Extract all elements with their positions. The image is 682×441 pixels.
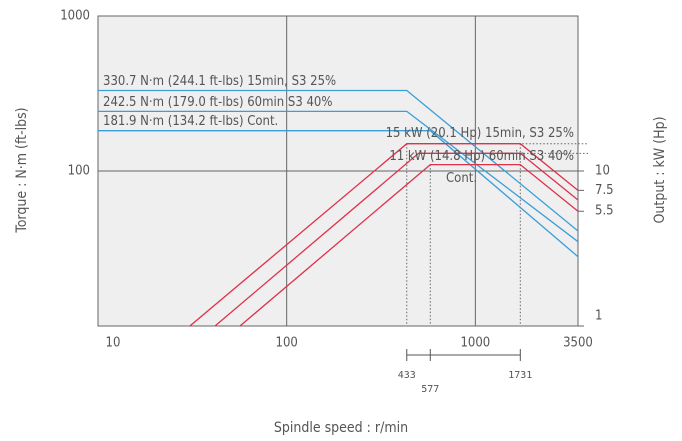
y2-tick-label: 7.5 [595,183,614,198]
y2-tick-label: 10 [595,164,610,179]
series-label: 181.9 N·m (134.2 ft-lbs) Cont. [103,114,278,129]
x-axis-label: Spindle speed : r/min [274,420,408,436]
series-line [98,89,579,232]
series-label: 15 kW (20.1 Hp) 15min, S3 25% [386,126,574,141]
series-line [189,143,579,327]
x-tick-label: 3500 [563,336,593,351]
x-tick-label: 10 [106,336,121,351]
speed-mark-label: 433 [398,370,416,381]
series-label: 11 kW (14.8 Hp) 60min S3 40% [389,149,574,164]
x-tick-label: 1000 [460,336,490,351]
y-tick-label: 1000 [60,9,90,24]
speed-mark-label: 1731 [508,370,532,381]
speed-mark-label: 577 [421,384,439,395]
x-tick-label: 100 [276,336,298,351]
series-line [239,163,579,327]
y-tick-label: 100 [68,164,90,179]
series-label: 330.7 N·m (244.1 ft-lbs) 15min, S3 25% [103,74,336,89]
series-line [98,110,579,243]
series-label: Cont. [446,171,477,186]
series-line [98,130,579,258]
y-axis-label: Torque : N·m (ft-lbs) [14,107,30,233]
y2-tick-label: 5.5 [595,204,614,219]
series-label: 242.5 N·m (179.0 ft-lbs) 60min S3 40% [103,95,332,110]
y2-tick-label: 1 [595,309,602,324]
series-line [214,152,579,327]
y2-axis-label: Output : kW (Hp) [652,116,668,223]
